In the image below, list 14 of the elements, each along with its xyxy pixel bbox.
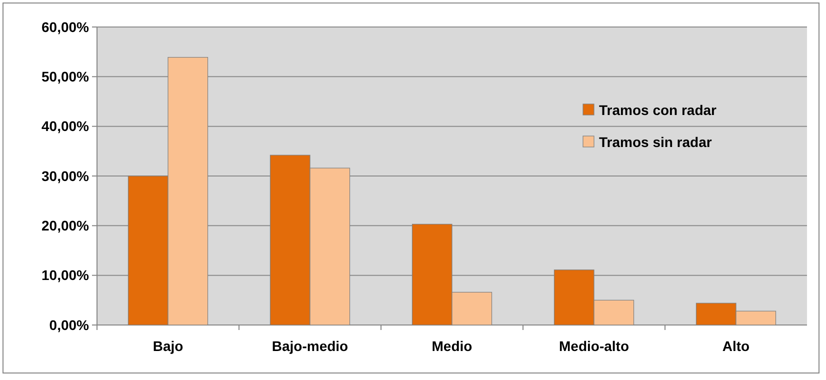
x-tick-label: Bajo — [152, 338, 184, 354]
x-tick-label: Medio — [432, 338, 472, 354]
legend-label: Tramos con radar — [599, 102, 718, 118]
y-tick-label: 50,00% — [42, 68, 90, 85]
y-tick-label: 60,00% — [42, 18, 90, 35]
y-tick-label: 10,00% — [42, 267, 90, 284]
y-tick-label: 30,00% — [42, 168, 90, 184]
y-tick-label: 0,00% — [49, 316, 90, 333]
x-tick-label: Bajo-medio — [272, 338, 348, 354]
x-tick-label: Alto — [722, 338, 750, 354]
y-tick-label: 20,00% — [42, 218, 90, 234]
y-tick-label: 40,00% — [42, 118, 90, 134]
legend-label: Tramos sin radar — [599, 134, 712, 150]
x-tick-label: Medio-alto — [559, 338, 629, 354]
